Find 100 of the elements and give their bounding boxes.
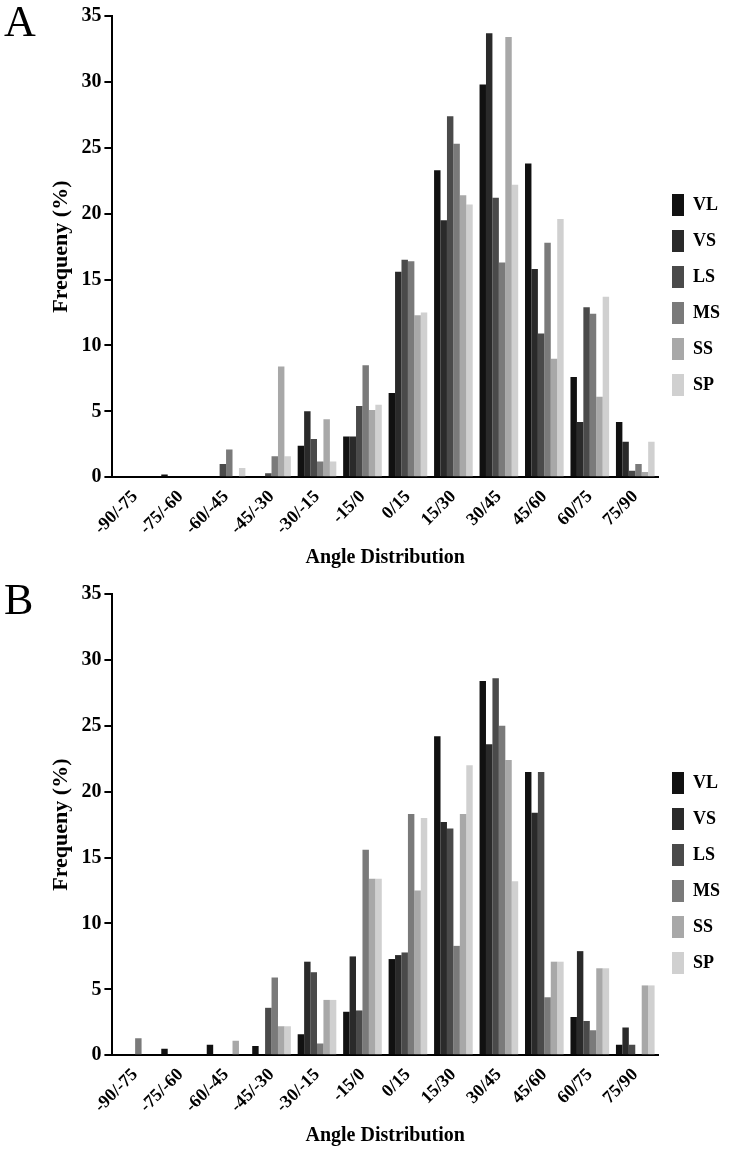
bar	[407, 814, 415, 1055]
bar	[596, 396, 603, 477]
bar	[375, 404, 382, 477]
bar	[602, 968, 610, 1055]
bar	[356, 1010, 363, 1055]
bar	[525, 771, 532, 1055]
bar	[349, 436, 357, 477]
bar	[323, 419, 330, 477]
legend-label: VL	[693, 771, 719, 792]
bar	[317, 1043, 324, 1055]
bar	[265, 473, 272, 477]
bar	[570, 1017, 577, 1055]
legend-label: SP	[693, 373, 715, 394]
y-tick-label: 0	[91, 464, 102, 487]
bar	[511, 184, 519, 477]
y-tick-label: 30	[81, 69, 102, 92]
bar	[537, 771, 545, 1055]
bar	[284, 1026, 291, 1055]
bar	[492, 197, 499, 477]
x-tick-label: 0/15	[377, 1063, 415, 1101]
bar	[329, 461, 337, 477]
bar	[349, 956, 357, 1055]
bar	[362, 849, 369, 1055]
bar	[434, 736, 441, 1055]
x-axis-title: Angle Distribution	[305, 1123, 465, 1147]
bar	[525, 163, 532, 477]
bar	[304, 411, 311, 477]
bar	[388, 392, 396, 477]
bar	[401, 952, 408, 1055]
bar	[485, 744, 493, 1055]
y-tick-label: 5	[91, 398, 102, 421]
bar	[576, 951, 584, 1055]
bar	[407, 261, 415, 477]
legend-label: SP	[693, 951, 715, 972]
bar	[648, 985, 655, 1055]
bar	[459, 195, 467, 477]
bar	[505, 37, 512, 477]
y-tick-label: 25	[81, 712, 102, 735]
bar	[368, 410, 376, 477]
bar	[440, 220, 447, 477]
bar	[622, 441, 629, 477]
bar	[589, 313, 597, 477]
bar	[317, 461, 324, 477]
bar	[648, 441, 655, 477]
bar	[570, 377, 577, 477]
bar	[537, 333, 545, 477]
x-tick-label: 0/15	[377, 485, 415, 523]
y-tick-label: 35	[81, 581, 102, 604]
bar	[343, 436, 350, 477]
bar	[511, 881, 519, 1055]
bar	[226, 449, 233, 477]
bar	[498, 262, 506, 477]
bar	[219, 464, 227, 477]
legend-label: VL	[693, 193, 719, 214]
bar	[641, 985, 649, 1055]
legend-label: VS	[693, 807, 717, 828]
bar	[343, 1011, 350, 1055]
y-tick-label: 15	[81, 266, 102, 289]
legend-label: MS	[693, 301, 720, 322]
legend-label: SS	[693, 337, 714, 358]
bar	[368, 878, 376, 1055]
bar	[271, 456, 278, 477]
bar	[602, 296, 610, 477]
bar	[271, 977, 278, 1055]
bar	[356, 406, 363, 477]
bar	[238, 468, 246, 477]
legend-label: MS	[693, 879, 720, 900]
bar	[596, 968, 603, 1055]
bar	[395, 271, 402, 477]
bar	[635, 464, 642, 477]
bar	[297, 1034, 305, 1055]
bar	[434, 170, 441, 477]
bar	[310, 439, 317, 477]
legend-label: LS	[693, 265, 716, 286]
bar	[498, 725, 506, 1055]
bar	[414, 890, 421, 1055]
bar	[453, 945, 460, 1055]
y-tick-label: 15	[81, 844, 102, 867]
bar	[161, 1048, 168, 1055]
bar	[615, 421, 623, 477]
bar	[310, 972, 317, 1055]
bar	[420, 312, 428, 477]
bar	[492, 678, 499, 1055]
bar	[453, 143, 460, 477]
bar	[362, 365, 369, 477]
bar	[466, 204, 473, 477]
bar	[304, 961, 311, 1055]
y-axis-title: Frequeny (%)	[46, 180, 72, 313]
bar	[583, 307, 590, 477]
y-tick-label: 10	[81, 910, 102, 933]
bar	[232, 1040, 239, 1055]
bar	[557, 218, 564, 477]
bar	[531, 269, 538, 477]
y-axis-title: Frequeny (%)	[46, 758, 72, 891]
bar	[576, 421, 584, 477]
bar	[323, 999, 330, 1055]
bar	[550, 358, 558, 477]
bar	[531, 812, 538, 1055]
bar	[557, 961, 564, 1055]
y-tick-label: 5	[91, 976, 102, 999]
